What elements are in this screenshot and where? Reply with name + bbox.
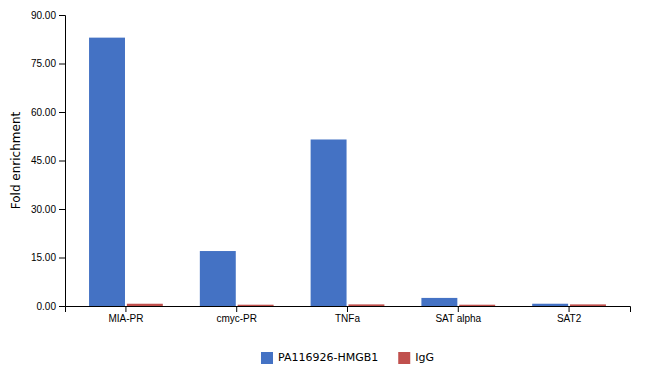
tick-label: 60.00 <box>31 107 56 118</box>
bar-series <box>89 38 568 306</box>
legend-label: PA116926-HMGB1 <box>278 351 378 364</box>
legend: PA116926-HMGB1 IgG <box>261 351 434 364</box>
tick-label: 30.00 <box>31 204 56 215</box>
tick-label: 45.00 <box>31 155 56 166</box>
tick-mark <box>59 64 65 65</box>
tick-mark <box>59 209 65 210</box>
tick-label: cmyc-PR <box>216 313 257 324</box>
tick: 60.00 <box>31 107 65 118</box>
tick-mark <box>59 161 65 162</box>
tick: 75.00 <box>31 58 65 69</box>
tick-label: 90.00 <box>31 10 56 21</box>
x-axis: MIA-PR cmyc-PR TNFa SAT alpha SAT2 <box>66 306 631 324</box>
tick: 90.00 <box>31 10 65 21</box>
tick-mark <box>59 306 65 307</box>
plot: 0.00 15.00 30.00 45.00 60.00 75.00 90.00 MIA-PR… <box>31 10 631 324</box>
tick: MIA-PR <box>108 306 143 324</box>
tick-mark <box>59 15 65 16</box>
axis-title: Fold enrichment <box>9 112 23 210</box>
bar <box>421 298 457 306</box>
bar <box>200 251 236 306</box>
tick-mark <box>59 258 65 259</box>
tick-mark <box>59 112 65 113</box>
tick: 45.00 <box>31 155 65 166</box>
tick-mark <box>125 306 126 312</box>
chart: 0.00 15.00 30.00 45.00 60.00 75.00 90.00 MIA-PR… <box>0 0 650 376</box>
bar <box>532 304 568 306</box>
tick-mark <box>347 306 348 312</box>
tick-label: TNFa <box>335 313 360 324</box>
axis-line <box>59 16 66 307</box>
tick-mark <box>458 306 459 312</box>
legend-label: IgG <box>415 351 434 364</box>
tick-label: SAT alpha <box>435 313 481 324</box>
legend-item: PA116926-HMGB1 <box>261 351 378 364</box>
tick: 0.00 <box>37 301 65 312</box>
axis-line <box>66 307 631 313</box>
tick: SAT2 <box>557 306 582 324</box>
bar <box>570 304 606 306</box>
bar-series <box>127 304 606 306</box>
chart-container: 0.00 15.00 30.00 45.00 60.00 75.00 90.00 MIA-PR… <box>0 0 650 376</box>
bars <box>89 38 606 306</box>
tick-label: 15.00 <box>31 252 56 263</box>
legend-swatch <box>261 352 273 364</box>
bar <box>238 305 274 306</box>
bar <box>348 304 384 306</box>
tick-mark <box>569 306 570 312</box>
bar <box>89 38 125 306</box>
tick: SAT alpha <box>435 306 481 324</box>
y-axis: 0.00 15.00 30.00 45.00 60.00 75.00 90.00 <box>31 10 66 312</box>
legend-item: IgG <box>398 351 434 364</box>
tick-mark <box>236 306 237 312</box>
bar <box>311 139 347 306</box>
tick: cmyc-PR <box>216 306 257 324</box>
tick: 30.00 <box>31 204 65 215</box>
tick-label: 0.00 <box>37 301 57 312</box>
tick: TNFa <box>335 306 360 324</box>
tick-label: MIA-PR <box>108 313 143 324</box>
legend-swatch <box>398 352 410 364</box>
bar <box>127 304 163 306</box>
tick: 15.00 <box>31 252 65 263</box>
tick-label: 75.00 <box>31 58 56 69</box>
tick-label: SAT2 <box>557 313 582 324</box>
bar <box>459 305 495 306</box>
